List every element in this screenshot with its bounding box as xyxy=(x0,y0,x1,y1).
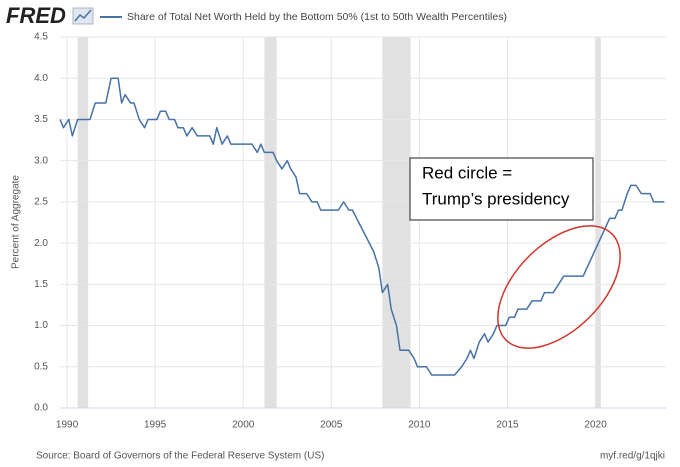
x-tick-label: 1990 xyxy=(56,420,79,431)
y-tick-label: 3.0 xyxy=(34,155,48,166)
x-tick-label: 2020 xyxy=(584,420,607,431)
x-tick-label: 2015 xyxy=(496,420,519,431)
legend-label: Share of Total Net Worth Held by the Bot… xyxy=(127,11,507,23)
source: Source: Board of Governors of the Federa… xyxy=(36,451,324,462)
x-tick-label: 2005 xyxy=(320,420,343,431)
y-tick-label: 2.0 xyxy=(34,238,48,249)
highlight-circle xyxy=(497,225,621,349)
recession-band xyxy=(595,37,601,408)
x-tick-label: 1995 xyxy=(144,420,167,431)
y-tick-label: 0.0 xyxy=(34,403,48,414)
annotation-line: Red circle = xyxy=(422,163,512,182)
plot-area xyxy=(60,37,666,408)
y-tick-label: 1.0 xyxy=(34,320,48,331)
y-tick-label: 4.0 xyxy=(34,73,48,84)
data-line xyxy=(59,77,665,376)
recession-band xyxy=(382,37,411,408)
brand: FRED xyxy=(6,3,66,28)
annotation-box xyxy=(409,157,594,221)
y-tick-label: 2.5 xyxy=(34,197,48,208)
x-tick-label: 2000 xyxy=(232,420,255,431)
annotation-line: Trump’s presidency xyxy=(422,189,570,208)
y-tick-label: 1.5 xyxy=(34,279,48,290)
recession-band xyxy=(77,37,89,408)
y-tick-label: 3.5 xyxy=(34,114,48,125)
y-tick-label: 0.5 xyxy=(34,361,48,372)
y-axis-label: Percent of Aggregate xyxy=(11,175,22,269)
brand-icon xyxy=(72,7,94,25)
x-tick-label: 2010 xyxy=(408,420,431,431)
link: myf.red/g/1qjki xyxy=(600,451,665,462)
recession-band xyxy=(264,37,277,408)
y-tick-label: 4.5 xyxy=(34,32,48,43)
